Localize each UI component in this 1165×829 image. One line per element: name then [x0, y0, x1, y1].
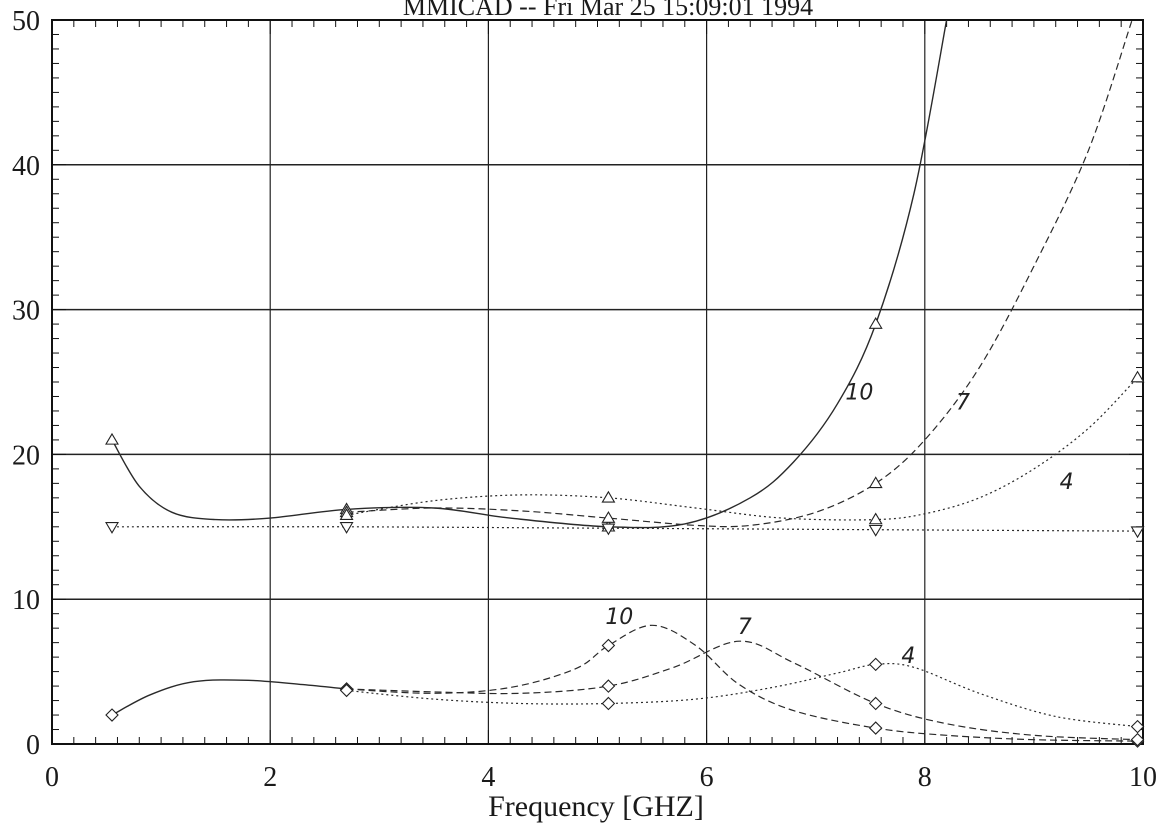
data-point-marker: [1130, 732, 1145, 747]
minor-ticks: [51, 19, 1144, 745]
y-tick-label: 10: [12, 585, 40, 616]
series-line-upper-1: [346, 19, 1133, 528]
data-point-marker: [601, 696, 616, 711]
y-tick-label: 50: [12, 6, 40, 37]
series-line-lower-7: [346, 662, 1138, 728]
chart-title: MMICAD -- Fri Mar 25 15:09:01 1994: [403, 0, 813, 21]
curve-annotation: 7: [738, 615, 752, 640]
x-axis-label: Frequency [GHZ]: [488, 790, 704, 823]
data-point-marker: [339, 683, 354, 698]
annotations: 10 7 4 10 7 4: [605, 380, 1073, 669]
data-point-marker: [339, 508, 354, 520]
marker-layer: [105, 316, 1145, 748]
data-point-marker: [601, 679, 616, 693]
data-point-marker: [868, 512, 883, 525]
data-point-marker: [1130, 370, 1145, 383]
x-tick-label: 2: [263, 762, 277, 793]
data-point-marker: [601, 523, 616, 536]
data-point-marker: [105, 432, 119, 445]
series-line-lower-4: [111, 679, 347, 716]
curve-annotation: 4: [901, 644, 915, 669]
series-line-lower-5: [346, 624, 1138, 742]
grid: [52, 20, 1143, 744]
curve-annotation: 4: [1060, 470, 1074, 495]
y-tick-labels: 0 10 20 30 40 50: [12, 6, 40, 761]
curve-annotation: 10: [845, 380, 873, 405]
data-point-marker: [868, 657, 883, 672]
plot-frame: [51, 19, 1144, 745]
series-line-upper-0: [111, 19, 948, 529]
curve-annotation: 10: [605, 605, 633, 630]
data-point-marker: [339, 522, 354, 534]
y-tick-label: 0: [26, 730, 40, 761]
data-point-marker: [868, 316, 883, 329]
series-line-lower-6: [346, 640, 1138, 741]
data-point-marker: [868, 524, 883, 537]
x-tick-labels: 0 2 4 6 8 10: [45, 762, 1157, 793]
data-point-marker: [868, 721, 883, 735]
data-point-marker: [601, 511, 616, 523]
data-point-marker: [105, 522, 119, 534]
x-tick-label: 10: [1129, 762, 1157, 793]
curve-annotation: 7: [956, 391, 970, 416]
data-point-marker: [1130, 719, 1145, 734]
data-point-marker: [1130, 526, 1145, 539]
x-tick-label: 4: [481, 762, 495, 793]
data-point-marker: [601, 490, 616, 503]
data-point-marker: [868, 476, 883, 489]
data-point-marker: [868, 696, 883, 711]
y-tick-label: 40: [12, 151, 40, 182]
series-line-upper-2: [346, 377, 1138, 521]
data-point-marker: [105, 708, 119, 722]
y-tick-label: 20: [12, 440, 40, 471]
data-point-marker: [601, 638, 616, 653]
x-tick-label: 0: [45, 762, 59, 793]
y-tick-label: 30: [12, 296, 40, 327]
series-layer: [111, 19, 1138, 742]
x-tick-label: 8: [918, 762, 932, 793]
x-tick-label: 6: [700, 762, 714, 793]
